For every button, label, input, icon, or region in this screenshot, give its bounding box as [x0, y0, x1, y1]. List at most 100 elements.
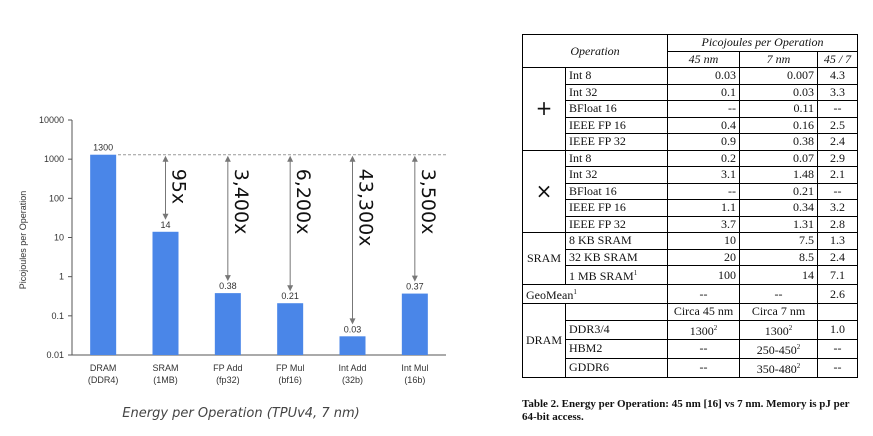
row-name: Int 8 [565, 67, 669, 85]
value-45nm: 0.1 [667, 83, 741, 101]
row-name-text: 8 KB SRAM [569, 233, 632, 248]
row-name-text: BFloat 16 [569, 183, 617, 198]
bar-labels: 1300 DRAM (DDR4) 14 SRAM (1MB) 0.38 FP Add (fp32… [88, 143, 428, 385]
value-45nm-text: 0.4 [721, 117, 737, 132]
table-row: IEEE FP 16 1.1 0.34 3.2 [523, 199, 859, 217]
table-row: IEEE FP 16 0.4 0.16 2.5 [523, 116, 859, 134]
value-7nm-text: 1.48 [793, 167, 815, 182]
dram-7nm: 13002 [739, 319, 819, 340]
value-7nm: 8.5 [739, 248, 819, 266]
row-name: Int 32 [565, 83, 669, 101]
row-name: IEEE FP 32 [565, 133, 669, 151]
dram-7nm-text: 250-450 [756, 342, 797, 357]
value-ratio: 2.9 [817, 149, 859, 167]
value-ratio: 3.3 [817, 83, 859, 101]
chart-caption: Energy per Operation (TPUv4, 7 nm) [122, 406, 360, 421]
table-row: GDDR6 -- 350-4802 -- [523, 357, 859, 378]
value-ratio-text: -- [833, 183, 842, 198]
x-category-label: FP Mul [276, 363, 304, 373]
dram-7nm: 350-4802 [739, 357, 819, 378]
value-ratio: 2.4 [817, 133, 859, 151]
value-7nm-text: 8.5 [799, 249, 815, 264]
value-ratio-text: -- [833, 101, 842, 116]
value-ratio-text: 3.3 [830, 84, 846, 99]
value-45nm-text: 3.7 [721, 216, 737, 231]
dram-45nm: -- [667, 357, 741, 378]
geomean-label-text: GeoMean [526, 288, 574, 302]
dram-label-text: DRAM [526, 332, 563, 347]
dram-row-name: HBM2 [565, 338, 669, 359]
table-row: Operation Picojoules per Operation [521, 34, 859, 68]
table-row: SRAM 8 KB SRAM 10 7.5 1.3 [521, 232, 859, 285]
value-ratio: 2.1 [817, 166, 859, 184]
row-name: IEEE FP 32 [565, 215, 669, 233]
row-name-text: BFloat 16 [569, 101, 617, 116]
header-col-text: 7 nm [766, 51, 791, 66]
energy-table: Operation Picojoules per Operation 45 nm 7 … [521, 34, 859, 378]
y-tick-label: 100 [49, 193, 64, 203]
dram-7nm-text: 350-480 [756, 361, 797, 376]
ratio-arrow-head-up [349, 155, 356, 162]
table-row: 1 MB SRAM1 100 14 7.1 [523, 265, 859, 285]
ratio-label: 95x [168, 169, 190, 204]
bar [339, 336, 366, 355]
header-col: 45 nm [667, 50, 741, 68]
value-45nm-text: -- [728, 183, 737, 198]
row-name-text: 32 KB SRAM [569, 249, 638, 264]
ratio-arrow-head-up [224, 155, 231, 162]
row-name-footnote: 1 [633, 269, 638, 277]
ratio-label: 3,400x [230, 169, 252, 235]
value-45nm: 1.1 [667, 199, 741, 217]
dram-ratio: 1.0 [817, 319, 859, 340]
x-category-label: (DDR4) [88, 375, 119, 385]
value-7nm: 0.03 [739, 83, 819, 101]
value-7nm: 0.007 [739, 67, 819, 85]
value-ratio: 4.3 [817, 67, 859, 85]
value-45nm: 20 [667, 248, 741, 266]
y-tick-label: 1000 [44, 154, 64, 164]
bar [214, 293, 241, 355]
row-name: 8 KB SRAM [565, 232, 669, 250]
bar [401, 293, 428, 355]
dram-row-name-text: HBM2 [569, 341, 603, 355]
bar-value-label: 0.38 [219, 281, 237, 291]
dram-blank-cell [565, 303, 669, 321]
header-picojoules: Picojoules per Operation [667, 34, 859, 52]
y-tick-label: 0.1 [51, 311, 64, 321]
bar-value-label: 0.37 [406, 282, 424, 292]
value-ratio-text: 2.4 [830, 134, 846, 149]
x-category-label: Int Mul [401, 363, 428, 373]
dram-45nm: 13002 [667, 319, 741, 340]
value-7nm: 14 [739, 265, 819, 285]
value-45nm: 0.9 [667, 133, 741, 151]
value-7nm: 0.07 [739, 149, 819, 167]
value-7nm-text: 0.34 [793, 200, 815, 215]
y-tick-label: 10000 [39, 115, 64, 125]
row-name: Int 32 [565, 166, 669, 184]
x-category-label: FP Add [213, 363, 242, 373]
value-7nm-text: 0.03 [793, 84, 815, 99]
dram-row-name-text: GDDR6 [569, 360, 610, 374]
value-ratio: 3.2 [817, 199, 859, 217]
dram-45nm-footnote: 2 [713, 323, 718, 332]
value-7nm-text: 1.31 [793, 216, 815, 231]
value-ratio-text: 4.3 [830, 68, 846, 83]
value-45nm: 0.2 [667, 149, 741, 167]
bar-value-label: 14 [160, 220, 170, 230]
value-45nm-text: 0.2 [721, 150, 737, 165]
ratio-label: 6,200x [292, 169, 314, 235]
x-category-label: (fp32) [216, 375, 240, 385]
dram-ratio-text: -- [833, 341, 842, 355]
table-row: × Int 8 0.2 0.07 2.9 [521, 149, 859, 233]
dram-ratio-text: 1.0 [830, 322, 846, 336]
ratio-arrow-head-down [349, 318, 356, 325]
ratio-arrow-head-down [411, 275, 418, 282]
header-col-text: 45 nm [688, 51, 719, 66]
energy-bar-chart: 10000 1000 100 10 1 0.1 0.01 1300 DRAM (DDR4) 14 S… [18, 115, 446, 385]
dram-row-name: GDDR6 [565, 357, 669, 378]
dram-circa-45: Circa 45 nm [667, 303, 741, 321]
value-7nm: 1.48 [739, 166, 819, 184]
value-45nm-text: 3.1 [721, 167, 737, 182]
value-7nm: 0.34 [739, 199, 819, 217]
value-ratio: 1.3 [817, 232, 859, 250]
